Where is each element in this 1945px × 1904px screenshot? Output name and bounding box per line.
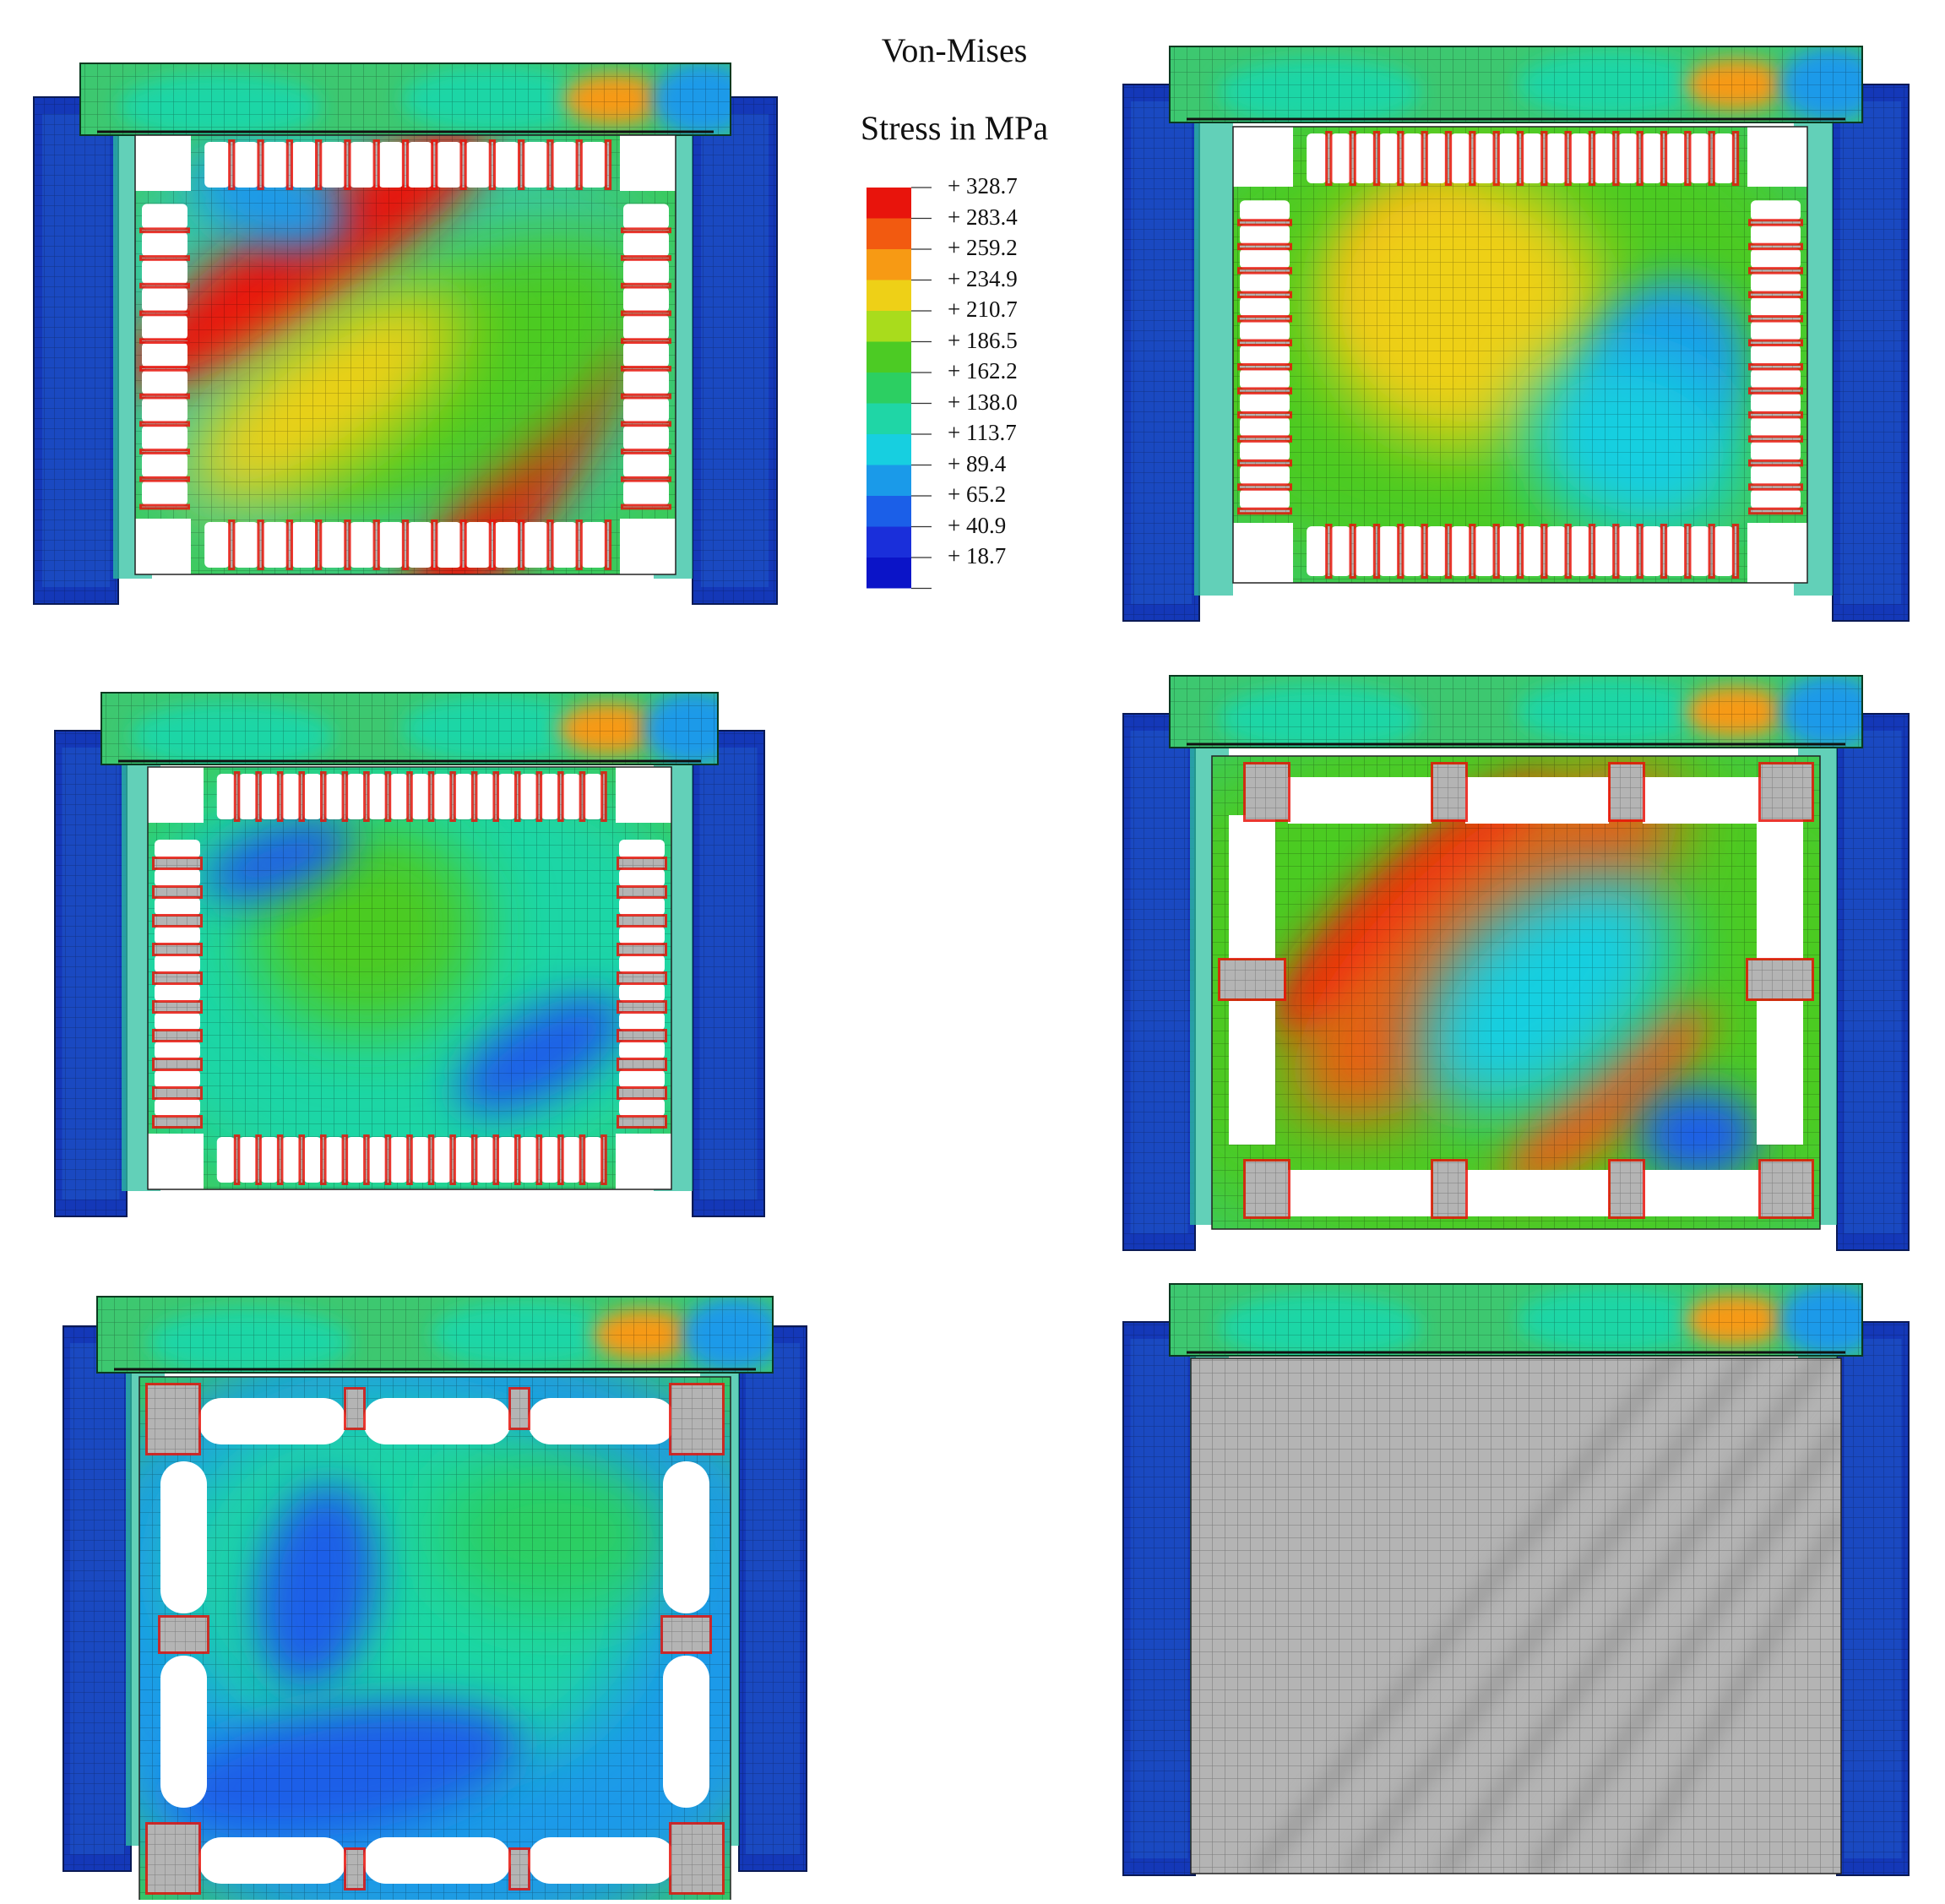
legend-color-swatch (867, 280, 911, 311)
boundary-column (1122, 84, 1910, 622)
legend-level-label: + 113.7 (948, 420, 1017, 445)
legend-color-swatch (867, 403, 911, 434)
fem-model-top-right (1122, 46, 1910, 622)
legend-subtitle: Stress in MPa (860, 109, 1049, 147)
legend-title: Von-Mises (881, 31, 1028, 69)
boundary-column (33, 96, 778, 605)
infill-panel (148, 767, 671, 1189)
infill-panel (1233, 127, 1807, 583)
top-beam (1169, 46, 1863, 123)
legend-color-swatch (867, 311, 911, 342)
legend-color-swatch (867, 373, 911, 404)
legend-level-label: + 138.0 (948, 389, 1018, 415)
boundary-column (1122, 1321, 1910, 1876)
legend-color-swatch (867, 496, 911, 527)
legend-level-label: + 89.4 (948, 450, 1007, 476)
top-beam (1169, 1283, 1863, 1357)
legend-level-label: + 234.9 (948, 265, 1018, 291)
stress-legend (867, 187, 932, 590)
perimeter-openings (148, 767, 671, 1189)
legend-level-label: + 162.2 (948, 358, 1018, 384)
legend-color-swatch (867, 249, 911, 280)
fem-model-top-left (33, 63, 778, 605)
legend-level-label: + 328.7 (948, 173, 1018, 199)
legend-color-swatch (867, 465, 911, 496)
fem-model-bottom-right (1122, 1283, 1910, 1876)
fem-model-middle-right (1122, 675, 1910, 1251)
legend-color-swatch (867, 526, 911, 558)
perimeter-openings (145, 1383, 725, 1895)
legend-level-label: + 65.2 (948, 481, 1007, 507)
infill-panel (139, 1377, 731, 1901)
perimeter-openings (1218, 762, 1814, 1219)
top-beam (96, 1296, 774, 1374)
infill-panel (1212, 756, 1820, 1229)
legend-color-swatch (867, 558, 911, 589)
boundary-column (1122, 713, 1910, 1251)
legend-color-swatch (867, 341, 911, 373)
legend-level-label: + 18.7 (948, 543, 1007, 568)
top-beam (101, 692, 719, 765)
legend-color-swatch (867, 434, 911, 465)
top-beam (1169, 675, 1863, 748)
legend-color-swatch (867, 188, 911, 219)
boundary-column (62, 1325, 807, 1872)
fem-model-middle-left (54, 692, 765, 1217)
legend-color-swatch (867, 218, 911, 249)
legend-level-label: + 259.2 (948, 235, 1018, 260)
legend-level-label: + 186.5 (948, 327, 1018, 353)
legend-level-label: + 40.9 (948, 512, 1007, 538)
perimeter-openings (1233, 127, 1807, 583)
infill-panel (135, 135, 676, 574)
boundary-column (54, 730, 765, 1217)
top-beam (79, 63, 731, 136)
perimeter-openings (135, 135, 676, 574)
legend-level-label: + 210.7 (948, 296, 1018, 322)
legend-level-label: + 283.4 (948, 204, 1018, 230)
infill-panel (1191, 1358, 1841, 1874)
fem-model-bottom-left (62, 1296, 807, 1901)
